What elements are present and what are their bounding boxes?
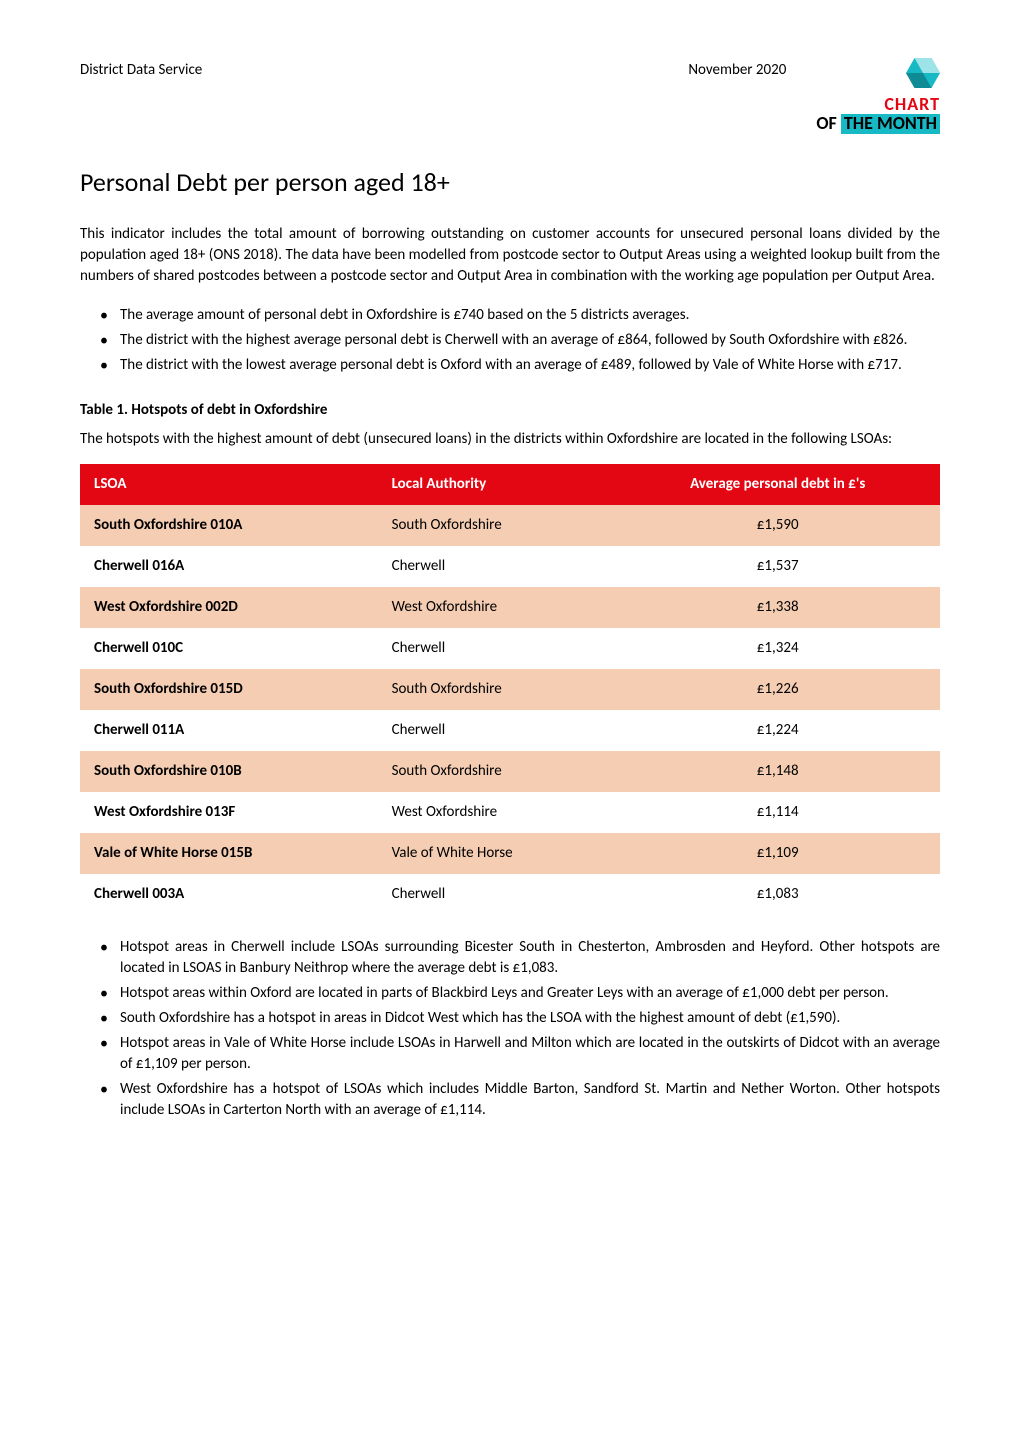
table-row: Cherwell 003ACherwell£1,083 [80,874,940,915]
cell-lsoa: South Oxfordshire 010B [80,751,378,792]
table-row: Cherwell 010CCherwell£1,324 [80,628,940,669]
top-bullets: The average amount of personal debt in O… [80,305,940,376]
col-lsoa: LSOA [80,464,378,505]
logo-month: THE MONTH [841,114,940,134]
list-item: The average amount of personal debt in O… [120,305,940,326]
logo: CHART OF THE MONTH [816,60,940,134]
cell-debt: £1,114 [615,792,940,833]
cell-la: South Oxfordshire [378,751,616,792]
cell-lsoa: South Oxfordshire 010A [80,505,378,546]
table-row: South Oxfordshire 010BSouth Oxfordshire£… [80,751,940,792]
table-header-row: LSOA Local Authority Average personal de… [80,464,940,505]
cell-la: Cherwell [378,628,616,669]
cell-la: South Oxfordshire [378,669,616,710]
cell-debt: £1,226 [615,669,940,710]
table-title: Table 1. Hotspots of debt in Oxfordshire [80,400,940,421]
cell-la: Cherwell [378,710,616,751]
list-item: Hotspot areas in Vale of White Horse inc… [120,1033,940,1075]
list-item: Hotspot areas in Cherwell include LSOAs … [120,937,940,979]
table-row: West Oxfordshire 013FWest Oxfordshire£1,… [80,792,940,833]
cell-debt: £1,537 [615,546,940,587]
cell-lsoa: West Oxfordshire 002D [80,587,378,628]
logo-line1: CHART [884,93,940,115]
logo-of: OF [816,112,841,134]
cell-la: Cherwell [378,546,616,587]
cell-debt: £1,338 [615,587,940,628]
intro-paragraph: This indicator includes the total amount… [80,224,940,287]
col-debt: Average personal debt in £'s [615,464,940,505]
table-row: South Oxfordshire 015DSouth Oxfordshire£… [80,669,940,710]
col-la: Local Authority [378,464,616,505]
hotspots-table: LSOA Local Authority Average personal de… [80,464,940,915]
cell-debt: £1,590 [615,505,940,546]
hexagon-icon [906,58,940,88]
list-item: Hotspot areas within Oxford are located … [120,983,940,1004]
table-body: South Oxfordshire 010ASouth Oxfordshire£… [80,505,940,915]
cell-la: South Oxfordshire [378,505,616,546]
cell-lsoa: Cherwell 010C [80,628,378,669]
table-intro: The hotspots with the highest amount of … [80,429,940,450]
cell-la: Cherwell [378,874,616,915]
cell-debt: £1,083 [615,874,940,915]
list-item: The district with the lowest average per… [120,355,940,376]
cell-debt: £1,324 [615,628,940,669]
cell-la: West Oxfordshire [378,792,616,833]
table-row: Cherwell 016ACherwell£1,537 [80,546,940,587]
cell-debt: £1,109 [615,833,940,874]
page-title: Personal Debt per person aged 18+ [80,164,940,200]
list-item: West Oxfordshire has a hotspot of LSOAs … [120,1079,940,1121]
page-header: District Data Service November 2020 CHAR… [80,60,940,134]
cell-debt: £1,148 [615,751,940,792]
header-right-group: November 2020 CHART OF THE MONTH [688,60,940,134]
header-left: District Data Service [80,60,202,81]
cell-lsoa: Cherwell 011A [80,710,378,751]
list-item: The district with the highest average pe… [120,330,940,351]
cell-lsoa: West Oxfordshire 013F [80,792,378,833]
cell-lsoa: Vale of White Horse 015B [80,833,378,874]
cell-lsoa: Cherwell 016A [80,546,378,587]
table-row: Vale of White Horse 015BVale of White Ho… [80,833,940,874]
cell-lsoa: Cherwell 003A [80,874,378,915]
list-item: South Oxfordshire has a hotspot in areas… [120,1008,940,1029]
table-row: Cherwell 011ACherwell£1,224 [80,710,940,751]
header-date: November 2020 [688,60,786,81]
cell-la: West Oxfordshire [378,587,616,628]
table-row: West Oxfordshire 002DWest Oxfordshire£1,… [80,587,940,628]
cell-la: Vale of White Horse [378,833,616,874]
cell-lsoa: South Oxfordshire 015D [80,669,378,710]
logo-text: CHART OF THE MONTH [816,95,940,135]
table-row: South Oxfordshire 010ASouth Oxfordshire£… [80,505,940,546]
bottom-bullets: Hotspot areas in Cherwell include LSOAs … [80,937,940,1121]
cell-debt: £1,224 [615,710,940,751]
